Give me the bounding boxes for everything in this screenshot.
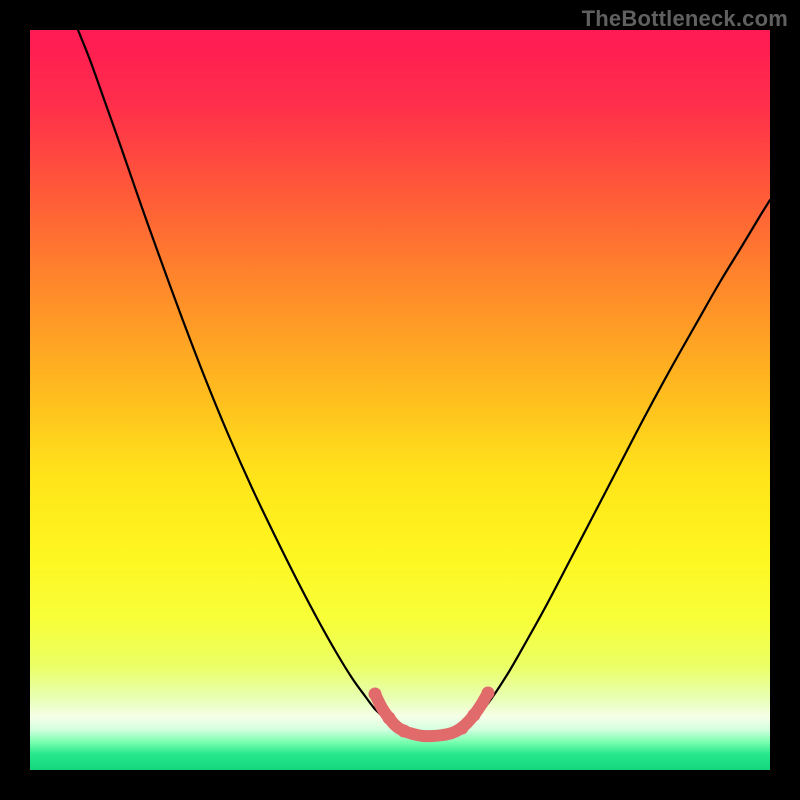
highlight-dot [468,709,481,722]
watermark-text: TheBottleneck.com [582,6,788,32]
highlight-dot [383,712,396,725]
highlight-dot [456,722,469,735]
highlight-dot [398,725,411,738]
chart-frame: TheBottleneck.com [0,0,800,800]
highlight-dot [369,688,382,701]
plot-area [30,30,770,770]
chart-svg [30,30,770,770]
gradient-background [30,30,770,770]
highlight-dot [482,687,495,700]
